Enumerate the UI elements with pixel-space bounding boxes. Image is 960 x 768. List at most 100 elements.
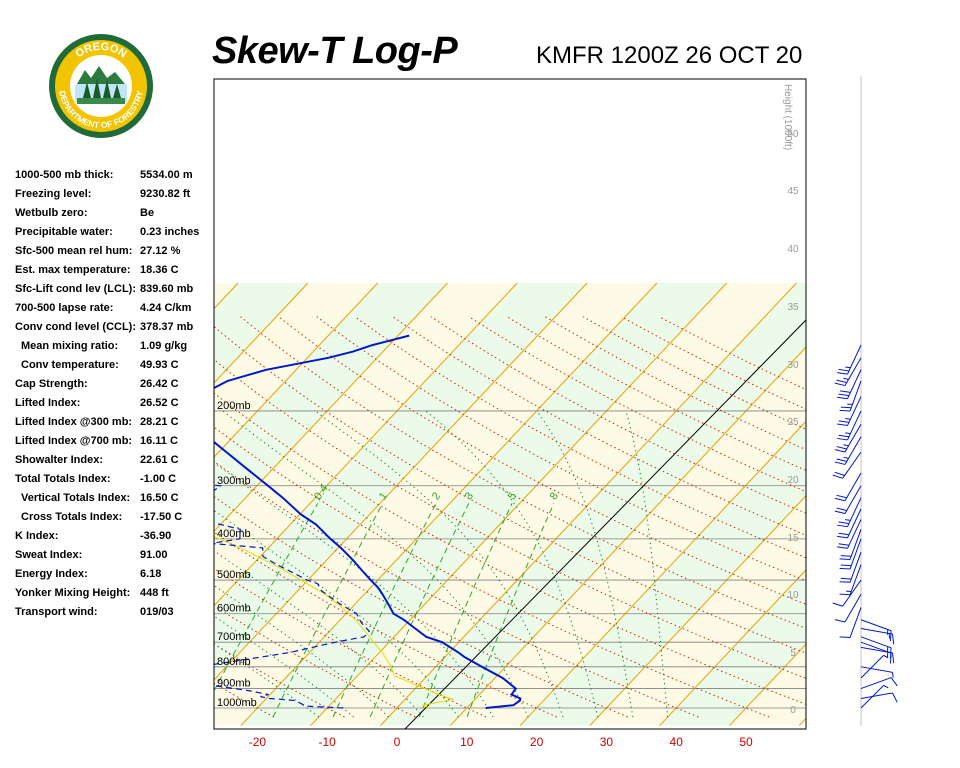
x-tick-label: 20 [530, 735, 544, 749]
svg-text:OREGON: OREGON [73, 41, 128, 61]
index-label: Yonker Mixing Height: [15, 587, 131, 599]
moist-adiabat [425, 410, 599, 718]
index-label: Sfc-Lift cond lev (LCL): [15, 283, 136, 295]
x-tick-label: 0 [394, 735, 401, 749]
pressure-label: 700mb [217, 631, 251, 643]
index-label: Wetbulb zero: [15, 207, 88, 219]
index-value: 019/03 [140, 606, 174, 618]
mixing-ratio-label: 1 [377, 490, 390, 502]
index-label: Total Totals Index: [15, 473, 111, 485]
dry-adiabat [506, 316, 806, 471]
wind-barb [860, 641, 892, 664]
index-value: 28.21 C [140, 416, 179, 428]
pressure-label: 300mb [217, 475, 251, 487]
wind-barb [860, 636, 892, 659]
wind-barb [834, 472, 862, 502]
mixing-ratio-label: 8 [548, 490, 561, 502]
isotherm [449, 346, 806, 726]
index-label: Sweat Index: [15, 549, 83, 561]
pressure-label: 800mb [217, 656, 251, 668]
pressure-label: 900mb [217, 678, 251, 690]
isotherm [310, 282, 728, 726]
height-tick-label: 20 [787, 475, 799, 486]
wind-barb [834, 357, 862, 387]
wind-barb [839, 538, 862, 570]
index-label: Cap Strength: [15, 378, 88, 390]
wind-barbs [832, 76, 898, 726]
x-tick-label: -20 [249, 735, 267, 749]
wind-barb [834, 436, 862, 465]
axis-labels: 200mb 300mb 400mb 500mb 600mb 700mb 800mb 900mb… [217, 84, 799, 749]
x-tick-label: -10 [319, 735, 337, 749]
x-tick-label: 40 [670, 735, 684, 749]
pressure-label: 600mb [217, 603, 251, 615]
height-tick-label: 5 [790, 648, 796, 659]
wind-barb [834, 424, 862, 453]
index-value: 0.23 inches [140, 226, 200, 238]
height-axis-label: Height (1000ft) [782, 84, 793, 150]
dry-adiabat [214, 358, 806, 679]
index-label: Showalter Index: [15, 454, 104, 466]
wind-barb [860, 646, 895, 664]
wind-barb [837, 508, 862, 539]
index-value: 16.11 C [140, 435, 178, 447]
wind-barb [860, 654, 889, 679]
moist-adiabat [222, 410, 529, 718]
index-value: 22.61 C [140, 454, 179, 466]
dry-adiabat [214, 460, 699, 718]
wind-barb [837, 497, 862, 528]
moist-adiabat [214, 509, 459, 718]
pressure-label: 400mb [217, 528, 251, 540]
wind-barb [834, 594, 862, 623]
index-value: 16.50 C [140, 492, 179, 504]
wind-barb [860, 666, 894, 678]
isotherm [0, 283, 168, 726]
mixing-ratio-line [466, 503, 555, 718]
grid-lines [0, 282, 806, 726]
index-value: 49.93 C [140, 359, 179, 371]
wind-barb [837, 410, 862, 441]
wind-barb [834, 485, 862, 514]
temperature-trace [214, 334, 522, 709]
index-label: Cross Totals Index: [21, 511, 123, 523]
wind-barb [839, 529, 862, 560]
x-tick-label: 10 [460, 735, 474, 749]
index-value: Be [140, 207, 155, 219]
height-tick-label: 15 [787, 533, 799, 544]
wind-barb [860, 619, 892, 642]
pressure-label: 500mb [217, 569, 251, 581]
index-value: -17.50 C [140, 511, 183, 523]
wind-barb [837, 519, 862, 549]
dry-adiabat [214, 495, 628, 718]
parcel-trace [214, 535, 455, 709]
height-tick-label: 25 [787, 417, 799, 428]
index-label: Transport wind: [15, 606, 98, 618]
index-value: 5534.00 m [140, 169, 193, 181]
isotherm [589, 494, 806, 726]
mixing-ratio-line [332, 503, 437, 718]
x-tick-label: 30 [600, 735, 614, 749]
isotherm [214, 282, 588, 681]
isotherm [380, 282, 797, 726]
height-tick-label: 45 [787, 186, 799, 197]
index-label: K Index: [15, 530, 59, 542]
oregon-forestry-logo: OREGON DEPARTMENT OF FORESTRY [47, 32, 155, 140]
isotherm [214, 282, 309, 384]
index-value: -36.90 [140, 530, 172, 542]
height-tick-label: 50 [787, 129, 799, 140]
index-value: 18.36 C [140, 264, 179, 276]
height-tick-label: 35 [787, 302, 799, 313]
index-label: Lifted Index @700 mb: [15, 435, 133, 447]
index-value: 9230.82 ft [140, 188, 191, 200]
isotherm [0, 283, 99, 726]
isotherm [519, 420, 806, 726]
mixing-ratio-label: 3 [463, 490, 476, 502]
height-tick-label: 40 [787, 244, 799, 255]
moist-adiabat [214, 584, 389, 718]
index-label: 700-500 lapse rate: [15, 302, 114, 314]
index-label: Vertical Totals Index: [21, 492, 131, 504]
index-label: Sfc-500 mean rel hum: [15, 245, 133, 257]
index-label: Lifted Index @300 mb: [15, 416, 133, 428]
dry-adiabat [278, 316, 806, 605]
